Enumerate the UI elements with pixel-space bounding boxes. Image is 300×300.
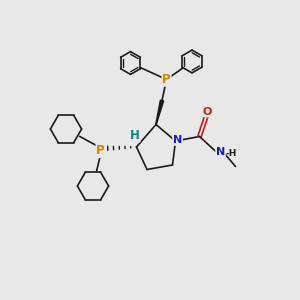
Text: -H: -H [225, 149, 236, 158]
Text: H: H [130, 129, 140, 142]
Polygon shape [156, 100, 164, 124]
Text: N: N [173, 135, 182, 145]
Text: N: N [216, 147, 225, 158]
Text: P: P [96, 144, 105, 158]
Text: O: O [202, 106, 212, 117]
Text: P: P [162, 73, 171, 86]
